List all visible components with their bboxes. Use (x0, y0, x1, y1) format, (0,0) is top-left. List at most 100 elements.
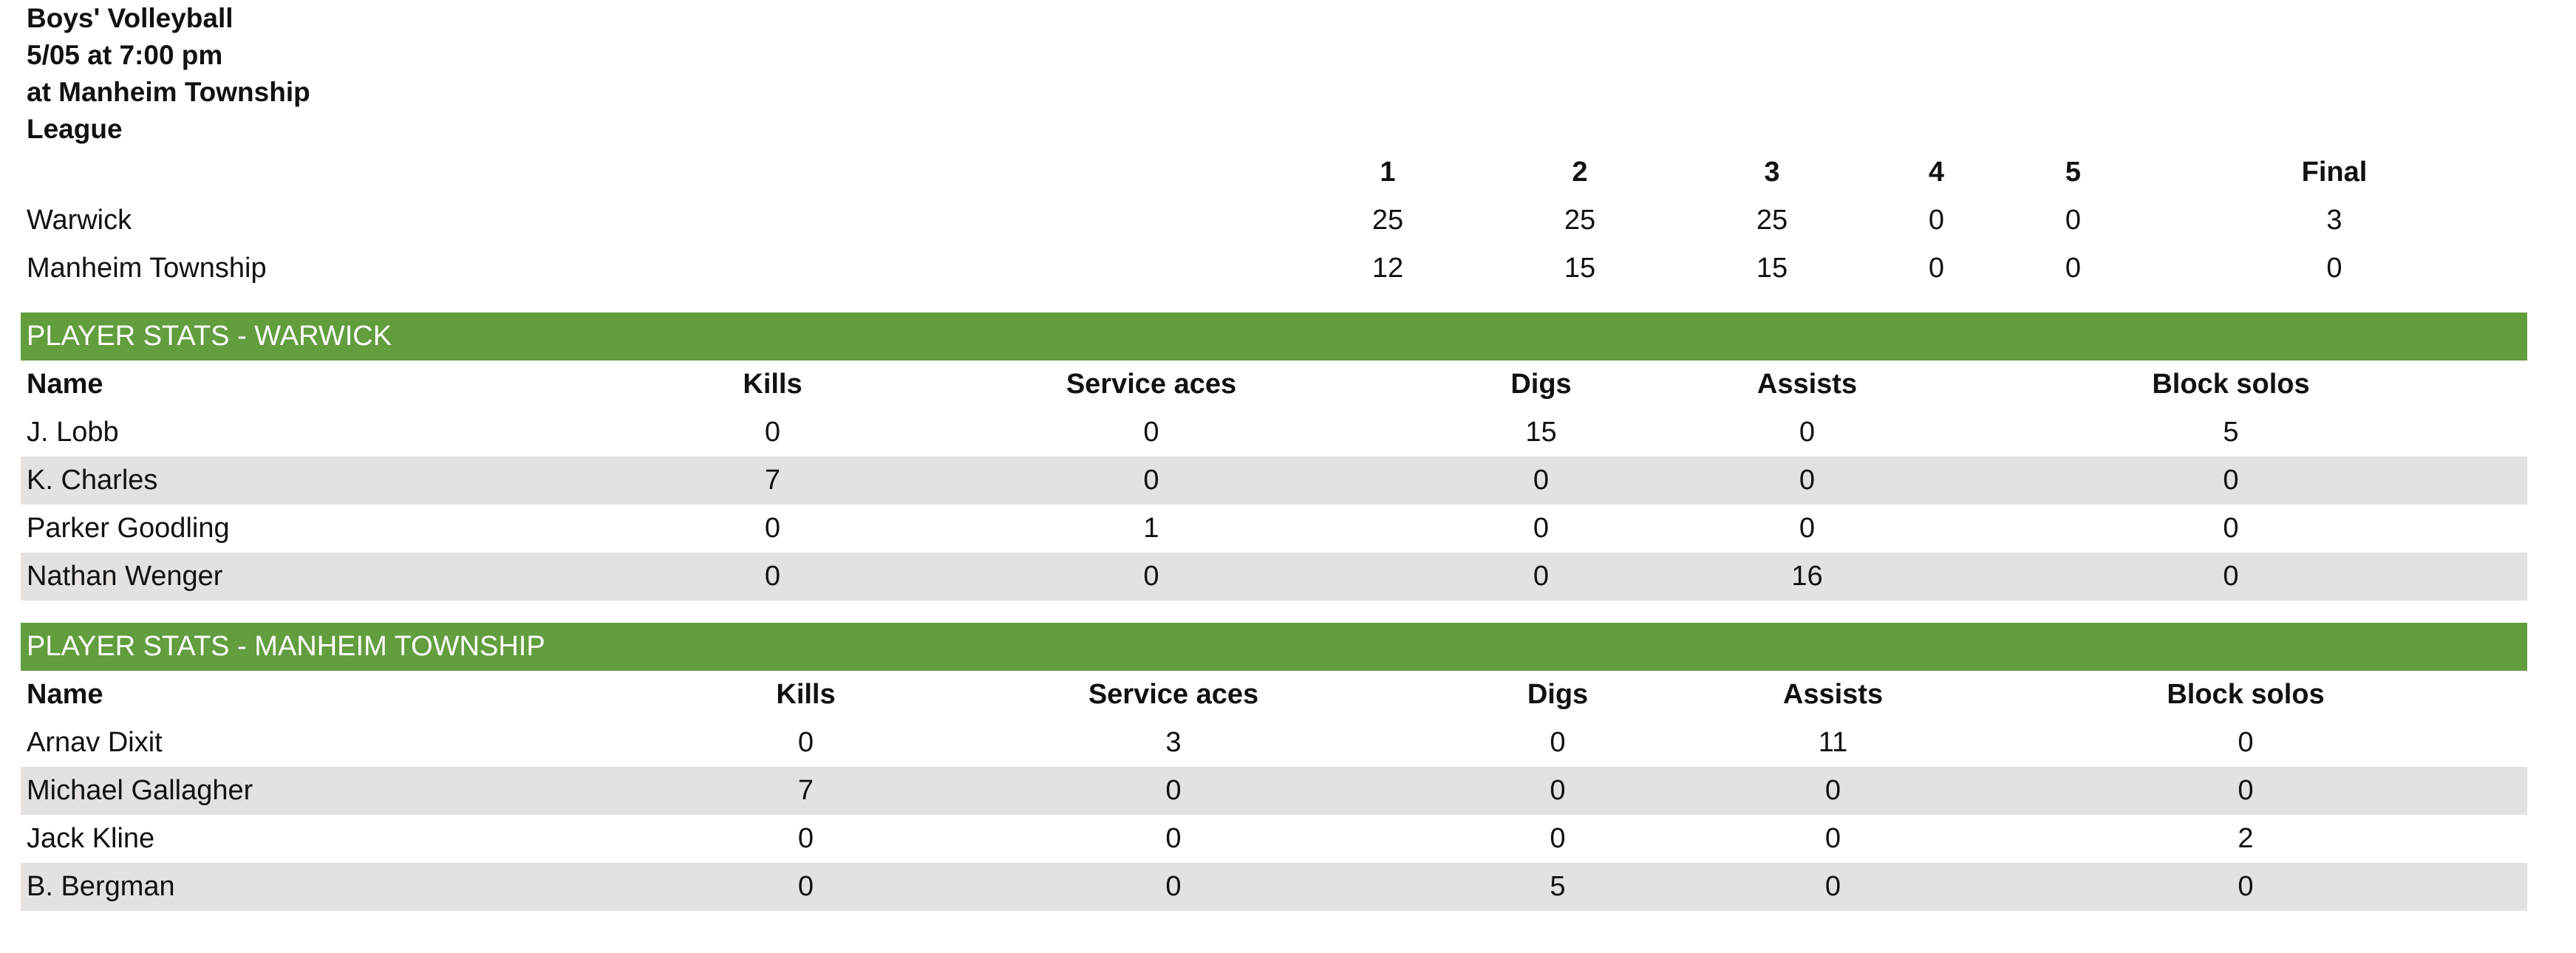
assists-column-header: Assists (1782, 679, 1884, 710)
player-name: Jack Kline (27, 823, 155, 854)
warwick-stats-table: Name Kills Service aces Digs Assists Blo… (21, 361, 2527, 601)
table-row: J. Lobb 0 0 15 0 5 (21, 409, 2527, 457)
set-1-header: 1 (1380, 157, 1396, 188)
sport-title: Boys' Volleyball (27, 3, 234, 33)
table-row: Nathan Wenger 0 0 0 16 0 (21, 553, 2527, 601)
stat-block-solos: 0 (2238, 727, 2254, 758)
stat-kills: 7 (645, 457, 900, 505)
digs-column-header: Digs (1510, 369, 1572, 400)
block-solos-column-header: Block solos (2152, 369, 2310, 400)
service-aces-column-header: Service aces (1088, 679, 1259, 710)
service-aces-column-header: Service aces (1066, 369, 1237, 400)
set-4-header: 4 (1928, 157, 1945, 188)
manheim-stats-table: Name Kills Service aces Digs Assists Blo… (21, 671, 2527, 911)
set-3-header: 3 (1764, 157, 1780, 188)
stats-header-row: Name Kills Service aces Digs Assists Blo… (21, 671, 2527, 719)
stat-digs: 0 (1403, 553, 1680, 601)
stat-kills: 0 (678, 863, 933, 911)
table-row: Jack Kline 0 0 0 0 2 (21, 815, 2527, 863)
stat-digs: 5 (1414, 863, 1702, 911)
set-5-header: 5 (2065, 157, 2082, 188)
stat-assists: 0 (1680, 457, 1935, 505)
player-name: Nathan Wenger (21, 553, 645, 601)
stat-assists: 0 (1702, 767, 1964, 815)
stat-service-aces: 0 (1143, 417, 1159, 448)
kills-column-header: Kills (776, 679, 836, 710)
stat-digs: 0 (1403, 457, 1680, 505)
set-score: 25 (1372, 205, 1404, 236)
game-type: League (27, 114, 123, 144)
stat-block-solos: 2 (2238, 823, 2254, 854)
set-score: 0 (2065, 253, 2082, 284)
player-name: Parker Goodling (27, 513, 230, 544)
stat-block-solos: 0 (2223, 513, 2239, 544)
set-score: 12 (1372, 253, 1404, 284)
player-name: Michael Gallagher (21, 767, 678, 815)
stat-service-aces: 0 (933, 863, 1414, 911)
table-row: Arnav Dixit 0 3 0 11 0 (21, 719, 2527, 767)
player-name: K. Charles (21, 457, 645, 505)
player-name: B. Bergman (21, 863, 678, 911)
stat-kills: 0 (645, 553, 900, 601)
stat-kills: 0 (797, 727, 814, 758)
stat-kills: 7 (678, 767, 933, 815)
stat-assists: 0 (1799, 417, 1816, 448)
team-name: Manheim Township (27, 253, 267, 284)
final-score: 3 (2326, 205, 2342, 236)
player-name: Arnav Dixit (27, 727, 163, 758)
stat-service-aces: 1 (1143, 513, 1159, 544)
stat-digs: 0 (1550, 727, 1566, 758)
game-header: Boys' Volleyball 5/05 at 7:00 pm at Manh… (27, 0, 310, 148)
score-table: 1 2 3 4 5 Final Warwick 25 25 25 0 0 3 M… (21, 148, 2527, 293)
digs-column-header: Digs (1527, 679, 1589, 710)
score-row-warwick: Warwick 25 25 25 0 0 3 (21, 197, 2527, 245)
set-2-header: 2 (1572, 157, 1588, 188)
table-row: Parker Goodling 0 1 0 0 0 (21, 505, 2527, 553)
score-row-manheim: Manheim Township 12 15 15 0 0 0 (21, 245, 2527, 293)
table-row: B. Bergman 0 0 5 0 0 (21, 863, 2527, 911)
stat-block-solos: 5 (2223, 417, 2239, 448)
set-score: 25 (1756, 205, 1788, 236)
stat-service-aces: 0 (1165, 823, 1182, 854)
stats-header-row: Name Kills Service aces Digs Assists Blo… (21, 361, 2527, 409)
game-datetime: 5/05 at 7:00 pm (27, 40, 223, 70)
set-score: 0 (1928, 253, 1945, 284)
stat-service-aces: 3 (1165, 727, 1182, 758)
score-team-header (21, 148, 1292, 197)
block-solos-column-header: Block solos (2167, 679, 2325, 710)
set-score: 15 (1564, 253, 1596, 284)
manheim-section-title: PLAYER STATS - MANHEIM TOWNSHIP (21, 623, 2527, 671)
stat-assists: 0 (1799, 513, 1816, 544)
game-location: at Manheim Township (27, 77, 310, 107)
name-column-header: Name (27, 369, 103, 400)
stat-digs: 0 (1533, 513, 1550, 544)
set-score: 15 (1756, 253, 1788, 284)
stat-service-aces: 0 (933, 767, 1414, 815)
stat-block-solos: 0 (1935, 553, 2527, 601)
stat-assists: 16 (1680, 553, 1935, 601)
table-row: Michael Gallagher 7 0 0 0 0 (21, 767, 2527, 815)
stat-kills: 0 (764, 513, 781, 544)
stat-digs: 0 (1414, 767, 1702, 815)
stat-kills: 0 (797, 823, 814, 854)
stat-service-aces: 0 (900, 457, 1403, 505)
stat-block-solos: 0 (1964, 767, 2527, 815)
score-header-row: 1 2 3 4 5 Final (21, 148, 2527, 197)
team-name: Warwick (27, 205, 132, 236)
player-name: J. Lobb (27, 417, 119, 448)
stat-assists: 0 (1702, 863, 1964, 911)
set-score: 0 (1928, 205, 1945, 236)
set-score: 0 (2065, 205, 2082, 236)
stat-assists: 0 (1824, 823, 1841, 854)
stat-kills: 0 (764, 417, 781, 448)
table-row: K. Charles 7 0 0 0 0 (21, 457, 2527, 505)
assists-column-header: Assists (1756, 369, 1858, 400)
warwick-section-title: PLAYER STATS - WARWICK (21, 312, 2527, 361)
stat-service-aces: 0 (900, 553, 1403, 601)
stat-digs: 0 (1550, 823, 1566, 854)
stat-digs: 15 (1525, 417, 1557, 448)
kills-column-header: Kills (743, 369, 803, 400)
stat-block-solos: 0 (1935, 457, 2527, 505)
final-header: Final (2301, 157, 2368, 188)
stat-assists: 11 (1818, 727, 1848, 758)
